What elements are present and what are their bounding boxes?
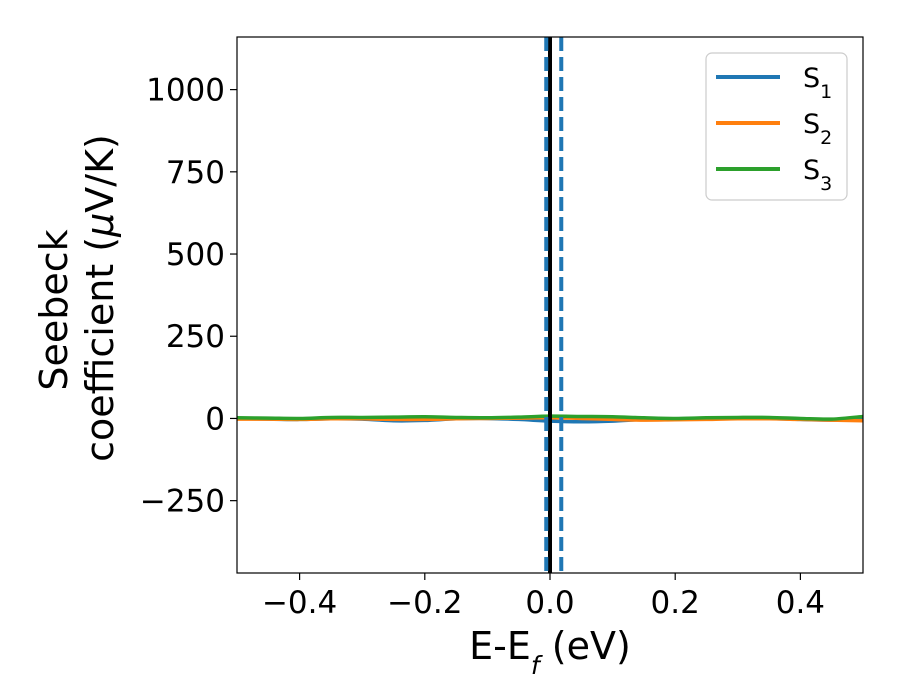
y-axis-label-line2: coefficient (μV/K) (78, 134, 122, 462)
y-tick-label: 250 (166, 319, 225, 355)
legend-label-s1: S1 (803, 63, 832, 103)
x-axis: −0.4 −0.2 0.0 0.2 0.4 (262, 573, 825, 621)
x-tick-label: 0.2 (651, 585, 700, 621)
y-tick-label: −250 (140, 484, 225, 520)
legend-box (705, 52, 848, 201)
x-axis-label: E-Ef (eV) (469, 624, 631, 680)
legend-label-s3: S3 (803, 155, 832, 195)
y-axis-label-line1: Seebeck (32, 229, 76, 390)
y-tick-label: 750 (166, 155, 225, 191)
y-tick-label: 500 (166, 237, 225, 273)
x-tick-label: 0.4 (776, 585, 825, 621)
legend: S1 S2 S3 (705, 52, 848, 201)
reference-lines (544, 37, 564, 573)
x-tick-label: 0.0 (525, 585, 574, 621)
y-axis: −250 0 250 500 750 1000 (140, 73, 237, 520)
y-tick-label: 1000 (146, 73, 225, 109)
y-tick-label: 0 (205, 401, 225, 437)
x-tick-label: −0.2 (387, 585, 462, 621)
x-tick-label: −0.4 (262, 585, 337, 621)
legend-label-s2: S2 (803, 109, 832, 149)
